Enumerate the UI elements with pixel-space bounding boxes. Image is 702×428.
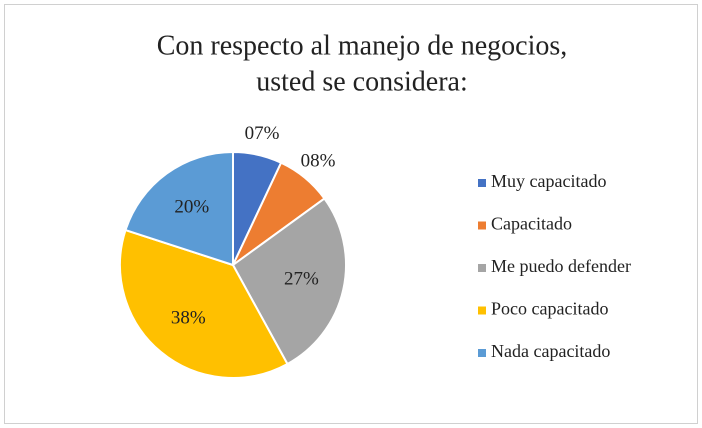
data-label: 20% xyxy=(174,197,209,218)
chart-title: Con respecto al manejo de negocios, xyxy=(157,30,568,61)
data-label: 08% xyxy=(301,151,336,172)
legend-swatch xyxy=(478,221,486,230)
legend-label: Me puedo defender xyxy=(491,256,631,276)
chart-border xyxy=(4,4,698,424)
legend-swatch xyxy=(478,306,486,315)
pie-slice xyxy=(124,150,234,267)
legend-swatch xyxy=(478,179,486,187)
pie-slice xyxy=(231,197,347,366)
legend-label: Muy capacitado xyxy=(491,171,606,191)
chart-title: usted se considera: xyxy=(256,66,468,97)
pie-slice xyxy=(119,228,289,379)
legend-label: Poco capacitado xyxy=(491,299,608,319)
legend-label: Nada capacitado xyxy=(491,341,610,361)
legend-label: Capacitado xyxy=(491,214,572,234)
data-label: 07% xyxy=(245,123,280,144)
legend-swatch xyxy=(478,349,486,357)
data-label: 38% xyxy=(171,307,206,328)
legend-swatch xyxy=(478,264,486,272)
data-label: 27% xyxy=(284,269,319,290)
